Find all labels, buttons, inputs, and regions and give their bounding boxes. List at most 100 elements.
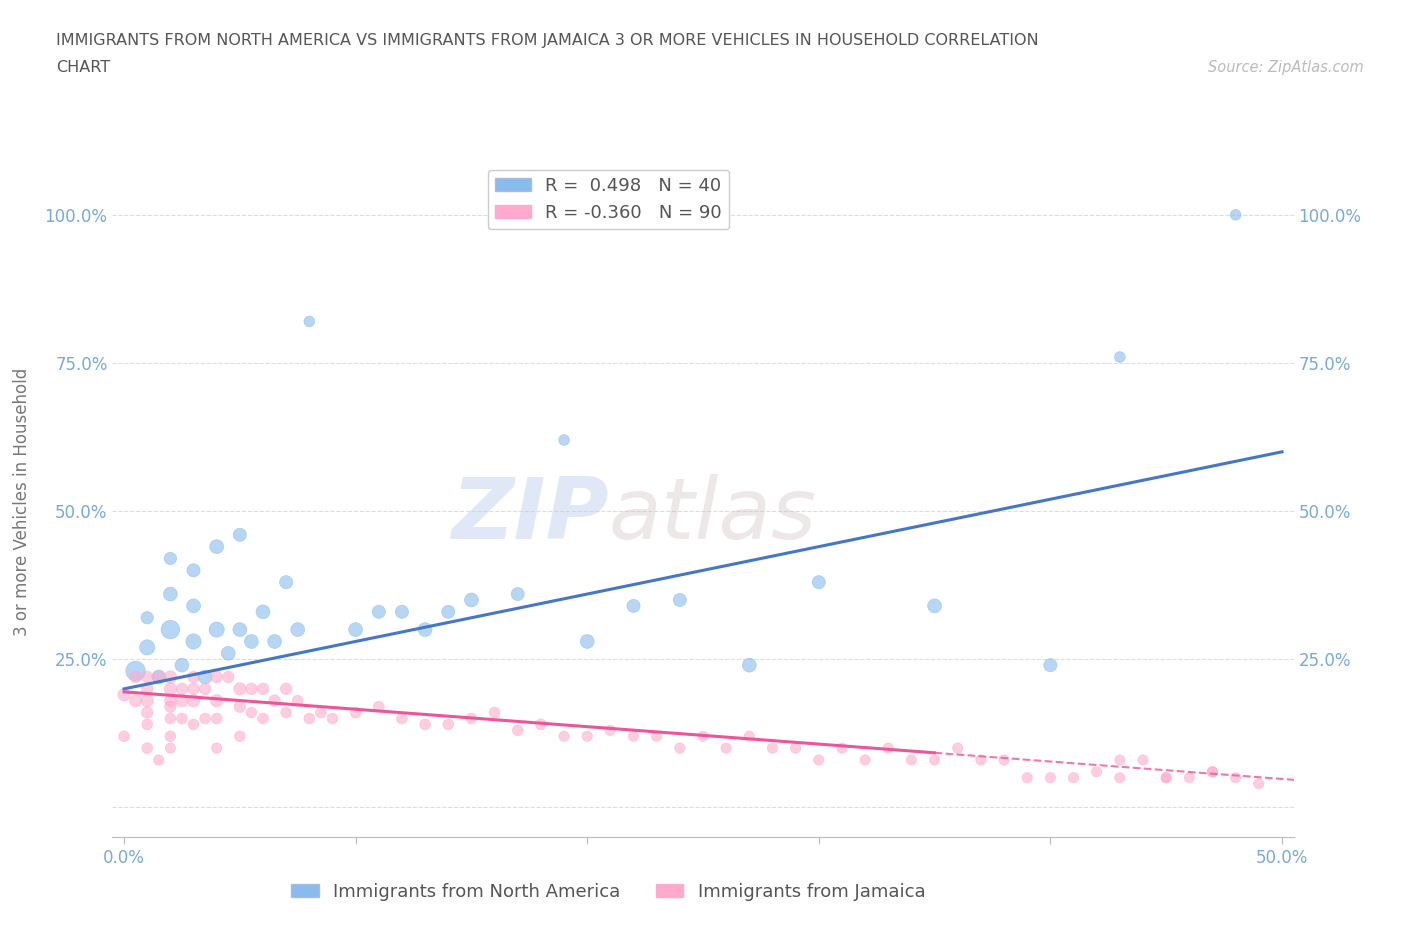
Point <box>993 752 1015 767</box>
Point <box>1108 350 1130 365</box>
Point <box>367 699 389 714</box>
Point <box>229 682 252 697</box>
Point <box>124 693 146 708</box>
Text: CHART: CHART <box>56 60 110 75</box>
Point <box>831 740 853 755</box>
Point <box>194 670 217 684</box>
Point <box>148 670 170 684</box>
Point <box>183 670 205 684</box>
Point <box>170 658 193 672</box>
Point <box>437 604 460 619</box>
Point <box>900 752 922 767</box>
Point <box>530 717 553 732</box>
Point <box>287 693 309 708</box>
Point <box>252 682 274 697</box>
Point <box>136 682 159 697</box>
Point <box>112 687 135 702</box>
Point <box>1225 770 1247 785</box>
Point <box>1039 658 1062 672</box>
Point <box>194 711 217 726</box>
Point <box>853 752 876 767</box>
Point <box>785 740 807 755</box>
Point <box>229 622 252 637</box>
Point <box>1108 752 1130 767</box>
Point <box>159 682 181 697</box>
Text: Source: ZipAtlas.com: Source: ZipAtlas.com <box>1208 60 1364 75</box>
Point <box>205 539 228 554</box>
Point <box>159 693 181 708</box>
Point <box>183 693 205 708</box>
Point <box>159 670 181 684</box>
Point <box>344 705 367 720</box>
Point <box>1178 770 1201 785</box>
Point <box>229 527 252 542</box>
Point <box>807 575 830 590</box>
Point <box>714 740 737 755</box>
Point <box>413 622 436 637</box>
Point <box>240 682 263 697</box>
Point <box>112 729 135 744</box>
Point <box>148 752 170 767</box>
Point <box>1154 770 1177 785</box>
Point <box>877 740 900 755</box>
Point <box>240 705 263 720</box>
Point <box>217 670 239 684</box>
Point <box>506 587 529 602</box>
Point <box>252 604 274 619</box>
Point <box>298 314 321 329</box>
Point <box>669 740 692 755</box>
Point <box>924 599 946 614</box>
Point <box>309 705 332 720</box>
Point <box>738 658 761 672</box>
Point <box>1039 770 1062 785</box>
Point <box>576 634 599 649</box>
Point <box>205 740 228 755</box>
Point <box>170 711 193 726</box>
Point <box>970 752 993 767</box>
Point <box>623 599 645 614</box>
Point <box>183 682 205 697</box>
Point <box>159 622 181 637</box>
Point <box>183 563 205 578</box>
Point <box>946 740 969 755</box>
Point <box>692 729 714 744</box>
Point <box>761 740 783 755</box>
Point <box>599 723 621 737</box>
Point <box>136 717 159 732</box>
Point <box>413 717 436 732</box>
Point <box>484 705 506 720</box>
Point <box>1063 770 1085 785</box>
Point <box>240 634 263 649</box>
Point <box>1201 764 1223 779</box>
Point <box>136 670 159 684</box>
Point <box>645 729 668 744</box>
Point <box>276 705 298 720</box>
Point <box>506 723 529 737</box>
Point <box>807 752 830 767</box>
Point <box>252 711 274 726</box>
Y-axis label: 3 or more Vehicles in Household: 3 or more Vehicles in Household <box>13 368 31 636</box>
Point <box>298 711 321 726</box>
Text: ZIP: ZIP <box>451 474 609 557</box>
Point <box>924 752 946 767</box>
Point <box>205 693 228 708</box>
Point <box>159 699 181 714</box>
Legend: Immigrants from North America, Immigrants from Jamaica: Immigrants from North America, Immigrant… <box>284 876 932 909</box>
Point <box>1085 764 1108 779</box>
Point <box>205 622 228 637</box>
Point <box>1154 770 1177 785</box>
Point <box>553 432 575 447</box>
Point <box>321 711 343 726</box>
Point <box>194 682 217 697</box>
Point <box>1201 764 1223 779</box>
Point <box>229 729 252 744</box>
Point <box>136 640 159 655</box>
Point <box>437 717 460 732</box>
Point <box>553 729 575 744</box>
Point <box>159 587 181 602</box>
Point <box>124 670 146 684</box>
Point <box>183 717 205 732</box>
Point <box>205 670 228 684</box>
Point <box>669 592 692 607</box>
Point <box>136 740 159 755</box>
